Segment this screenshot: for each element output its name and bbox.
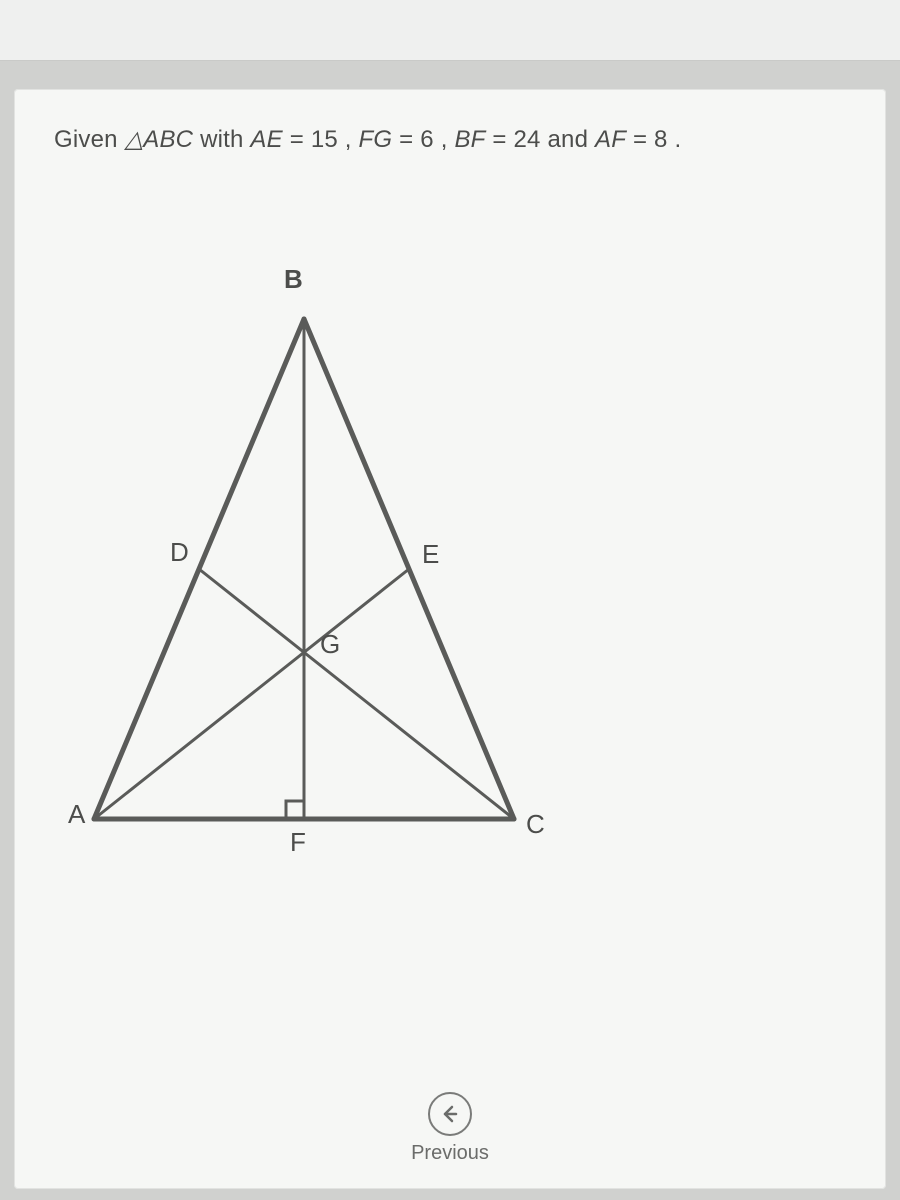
period: . <box>674 126 681 153</box>
eq4: = <box>633 126 654 153</box>
text-given: Given <box>54 126 125 153</box>
sep1: , <box>345 126 359 153</box>
midpoint-label-e: E <box>422 539 439 570</box>
browser-top-bar <box>0 0 900 61</box>
arrow-left-icon <box>440 1104 460 1124</box>
question-page: Given △ABC with AE = 15 , FG = 6 , BF = … <box>14 89 886 1189</box>
triangle-svg <box>74 299 594 859</box>
problem-statement: Given △ABC with AE = 15 , FG = 6 , BF = … <box>54 125 846 154</box>
sep2: , <box>441 126 455 153</box>
nav-previous-wrap: Previous <box>14 1092 886 1165</box>
previous-button[interactable] <box>428 1092 472 1136</box>
val-ae: 15 <box>311 126 338 153</box>
text-and: and <box>547 126 595 153</box>
triangle-diagram: A C D E F G <box>74 299 594 859</box>
foot-label-f: F <box>290 827 306 858</box>
eq2: = <box>399 126 420 153</box>
centroid-label-g: G <box>320 629 340 660</box>
vertex-label-a: A <box>68 799 85 830</box>
seg-ae: AE <box>250 126 282 153</box>
vertex-label-b: B <box>284 264 303 295</box>
midpoint-label-d: D <box>170 537 189 568</box>
val-af: 8 <box>654 126 668 153</box>
seg-bf: BF <box>454 126 485 153</box>
previous-label: Previous <box>411 1142 489 1165</box>
eq1: = <box>290 126 311 153</box>
val-fg: 6 <box>420 126 434 153</box>
seg-fg: FG <box>359 126 393 153</box>
seg-af: AF <box>595 126 626 153</box>
vertex-label-c: C <box>526 809 545 840</box>
eq3: = <box>492 126 513 153</box>
val-bf: 24 <box>513 126 540 153</box>
triangle-abc: △ABC <box>125 126 194 153</box>
text-with: with <box>200 126 250 153</box>
